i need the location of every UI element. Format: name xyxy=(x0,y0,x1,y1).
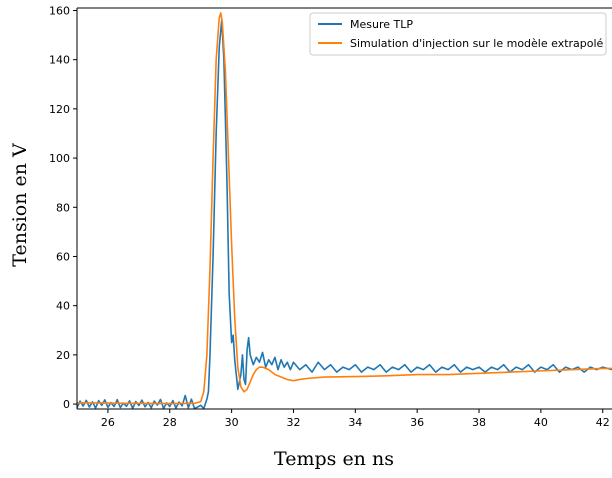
x-tick-label: 34 xyxy=(348,416,362,429)
x-tick-label: 30 xyxy=(225,416,239,429)
plot-area: 26 28 30 32 34 36 38 40 42 0 20 40 60 80 100 120 140 160 xyxy=(49,4,612,429)
series-layer xyxy=(77,12,612,409)
x-tick-label: 40 xyxy=(534,416,548,429)
y-axis-label: Tension en V xyxy=(9,143,31,267)
y-tick-label: 80 xyxy=(56,201,70,214)
y-tick-label: 60 xyxy=(56,250,70,263)
x-tick-label: 32 xyxy=(286,416,300,429)
y-tick-label: 20 xyxy=(56,349,70,362)
y-tick-label: 160 xyxy=(49,4,70,17)
x-tick-label: 26 xyxy=(101,416,115,429)
x-tick-label: 42 xyxy=(596,416,610,429)
y-tick-label: 120 xyxy=(49,103,70,116)
x-axis-ticks: 26 28 30 32 34 36 38 40 42 xyxy=(101,409,610,429)
axes-spines xyxy=(76,7,612,410)
series-line-1 xyxy=(77,12,612,405)
x-tick-label: 38 xyxy=(472,416,486,429)
y-tick-label: 40 xyxy=(56,300,70,313)
legend-box xyxy=(309,12,607,56)
legend-entry-simulation: Simulation d'injection sur le modèle ext… xyxy=(350,37,604,50)
y-axis-ticks: 0 20 40 60 80 100 120 140 160 xyxy=(49,4,77,411)
x-tick-label: 36 xyxy=(410,416,424,429)
y-tick-label: 140 xyxy=(49,54,70,67)
x-tick-label: 28 xyxy=(163,416,177,429)
y-tick-label: 0 xyxy=(63,398,70,411)
y-tick-label: 100 xyxy=(49,152,70,165)
x-axis-label: Temps en ns xyxy=(274,448,394,470)
legend-entry-mesure-tlp: Mesure TLP xyxy=(350,18,413,31)
axes-frame xyxy=(77,8,612,409)
legend: Mesure TLP Simulation d'injection sur le… xyxy=(309,12,607,56)
